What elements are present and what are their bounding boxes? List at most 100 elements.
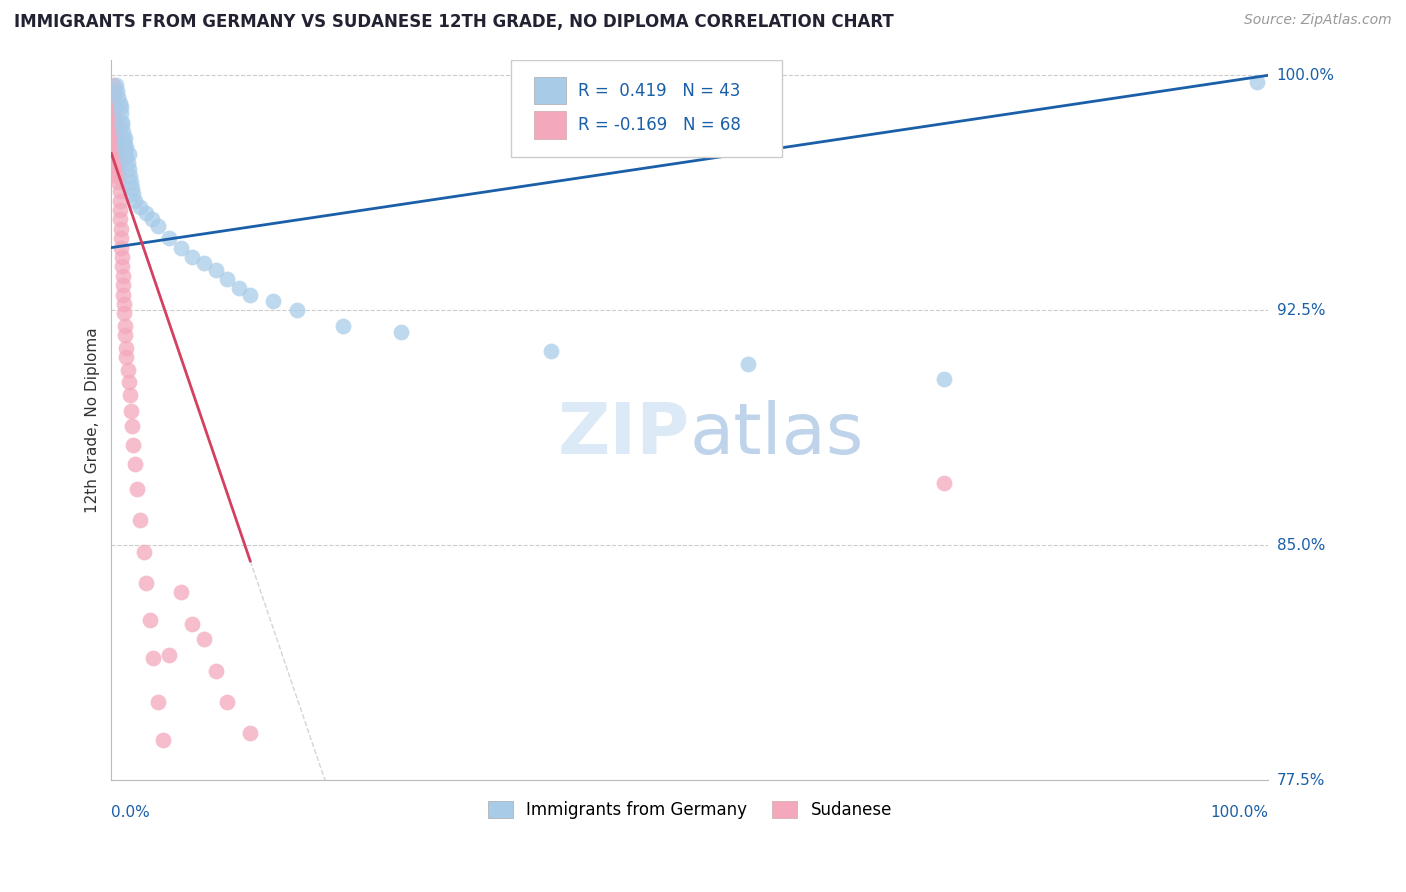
- Point: [110, 100, 132, 114]
- Point: [204, 664, 226, 678]
- Point: [107, 156, 129, 170]
- Point: [112, 306, 135, 320]
- Point: [112, 134, 135, 148]
- Point: [103, 84, 125, 98]
- Text: atlas: atlas: [690, 400, 865, 469]
- Point: [125, 482, 148, 496]
- Legend: Immigrants from Germany, Sudanese: Immigrants from Germany, Sudanese: [481, 795, 898, 826]
- FancyBboxPatch shape: [534, 112, 567, 139]
- Point: [103, 103, 125, 117]
- Point: [108, 212, 131, 227]
- Point: [101, 78, 124, 92]
- Point: [108, 194, 131, 208]
- Point: [157, 648, 180, 662]
- Point: [118, 376, 141, 390]
- Point: [104, 109, 127, 123]
- Point: [108, 184, 131, 198]
- Point: [157, 231, 180, 245]
- Point: [193, 256, 215, 270]
- Point: [239, 287, 262, 301]
- Point: [193, 632, 215, 647]
- Point: [111, 268, 134, 283]
- Text: Source: ZipAtlas.com: Source: ZipAtlas.com: [1244, 13, 1392, 28]
- Point: [112, 297, 135, 311]
- Point: [103, 112, 125, 127]
- Point: [117, 363, 139, 377]
- Point: [101, 96, 124, 111]
- Point: [181, 250, 204, 264]
- Text: R = -0.169   N = 68: R = -0.169 N = 68: [578, 116, 741, 134]
- Point: [111, 125, 134, 139]
- Point: [107, 90, 129, 104]
- Point: [146, 695, 169, 709]
- Point: [118, 169, 141, 183]
- FancyBboxPatch shape: [510, 60, 783, 157]
- Point: [146, 219, 169, 233]
- Point: [105, 150, 128, 164]
- Point: [111, 119, 134, 133]
- Point: [111, 260, 134, 274]
- Y-axis label: 12th Grade, No Diploma: 12th Grade, No Diploma: [86, 327, 100, 513]
- Text: 77.5%: 77.5%: [1277, 772, 1324, 788]
- Point: [111, 287, 134, 301]
- Point: [105, 84, 128, 98]
- Point: [118, 388, 141, 402]
- Point: [110, 231, 132, 245]
- Point: [114, 144, 136, 158]
- Text: IMMIGRANTS FROM GERMANY VS SUDANESE 12TH GRADE, NO DIPLOMA CORRELATION CHART: IMMIGRANTS FROM GERMANY VS SUDANESE 12TH…: [14, 13, 894, 31]
- Point: [389, 325, 412, 339]
- Point: [124, 194, 146, 208]
- Point: [121, 181, 143, 195]
- Point: [129, 200, 152, 214]
- Point: [105, 144, 128, 158]
- Point: [138, 614, 160, 628]
- Point: [124, 457, 146, 471]
- Text: ZIP: ZIP: [558, 400, 690, 469]
- Point: [107, 146, 129, 161]
- Point: [118, 146, 141, 161]
- Point: [120, 403, 142, 417]
- Point: [181, 616, 204, 631]
- Point: [107, 165, 129, 179]
- Point: [170, 585, 193, 599]
- Point: [108, 96, 131, 111]
- Point: [104, 128, 127, 142]
- Point: [111, 278, 134, 293]
- Point: [135, 206, 157, 220]
- Point: [101, 106, 124, 120]
- Point: [101, 87, 124, 101]
- Point: [105, 159, 128, 173]
- Point: [115, 341, 138, 355]
- Point: [104, 100, 127, 114]
- Point: [332, 318, 354, 333]
- Point: [107, 175, 129, 189]
- Point: [141, 212, 163, 227]
- Point: [111, 250, 134, 264]
- Point: [112, 137, 135, 152]
- Point: [262, 293, 284, 308]
- Point: [121, 419, 143, 434]
- Point: [228, 281, 250, 295]
- Text: R =  0.419   N = 43: R = 0.419 N = 43: [578, 81, 740, 100]
- Text: 100.0%: 100.0%: [1277, 68, 1334, 83]
- Point: [285, 303, 308, 318]
- Point: [170, 241, 193, 255]
- FancyBboxPatch shape: [534, 77, 567, 104]
- Point: [108, 202, 131, 217]
- Point: [217, 272, 239, 286]
- Point: [105, 140, 128, 154]
- Point: [115, 150, 138, 164]
- Point: [114, 328, 136, 343]
- Point: [105, 134, 128, 148]
- Point: [110, 241, 132, 255]
- Point: [122, 187, 145, 202]
- Point: [115, 140, 138, 154]
- Text: 85.0%: 85.0%: [1277, 538, 1324, 553]
- Point: [115, 351, 138, 365]
- Point: [129, 513, 152, 527]
- Point: [934, 475, 956, 490]
- Point: [135, 575, 157, 590]
- Point: [114, 131, 136, 145]
- Point: [104, 137, 127, 152]
- Text: 0.0%: 0.0%: [111, 805, 150, 821]
